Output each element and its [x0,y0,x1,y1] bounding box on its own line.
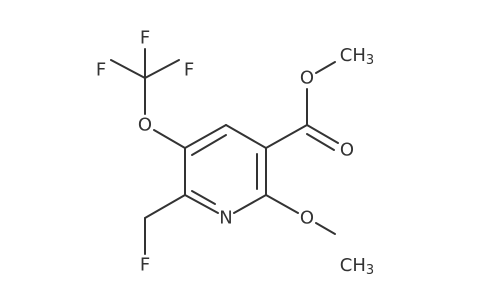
bonds [110,48,339,255]
bond [265,124,308,149]
bond [144,194,186,219]
bond [306,133,335,151]
bond [110,59,146,79]
bond [153,129,186,149]
bond [265,194,299,214]
bond [315,222,336,235]
atom-labels: F F F O N F O O O CH3 CH3 [96,28,374,278]
atom-label: O [340,140,354,161]
bond [306,124,339,144]
atom-label: F [140,28,150,49]
atom-label: F [184,60,194,81]
atom-label-subscript: 3 [366,53,374,68]
atom-label: CH3 [340,45,374,68]
atom-label: F [96,60,106,81]
atom-label: O [300,208,314,229]
bond [144,59,180,79]
atom-label-main: CH [340,255,366,276]
atom-label: N [219,208,232,229]
bond [191,134,227,156]
atom-label-main: CH [340,45,366,66]
bond [184,194,219,214]
bond [184,124,227,149]
atom-label: CH3 [340,255,374,278]
atom-label-subscript: 3 [366,263,374,278]
atom-label: O [138,115,152,136]
atom-label: O [300,68,314,89]
bond [233,194,267,214]
bond [315,61,336,74]
atom-label: F [140,255,150,276]
bond [225,124,267,149]
bond [191,190,216,205]
